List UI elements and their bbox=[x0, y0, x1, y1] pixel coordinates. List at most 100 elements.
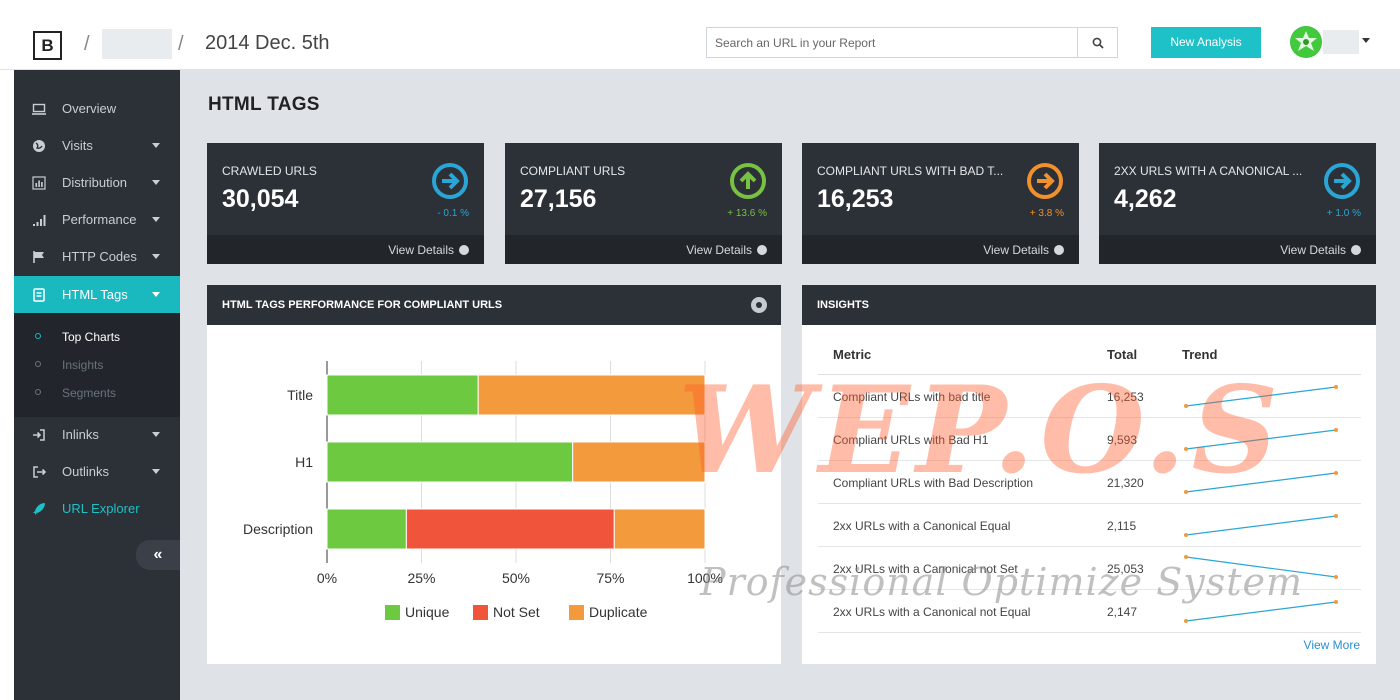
chevron-down-icon bbox=[152, 143, 160, 148]
metric-cell: Compliant URLs with bad title bbox=[833, 390, 991, 404]
kpi-value: 16,253 bbox=[817, 185, 894, 213]
sign-out-icon bbox=[33, 466, 46, 478]
metric-cell: 2xx URLs with a Canonical not Set bbox=[833, 562, 1018, 576]
view-details-link[interactable]: View Details bbox=[207, 235, 484, 264]
legend-label: Not Set bbox=[493, 604, 540, 620]
insights-panel: INSIGHTS Metric Total Trend Compliant UR… bbox=[802, 285, 1376, 664]
trend-sparkline bbox=[1184, 555, 1338, 579]
sidebar-item-overview[interactable]: Overview bbox=[14, 90, 180, 127]
subnav-item-insights[interactable]: Insights bbox=[14, 351, 180, 379]
view-details-link[interactable]: View Details bbox=[1099, 235, 1376, 264]
user-avatar[interactable] bbox=[1290, 26, 1322, 58]
chevron-down-icon[interactable] bbox=[1362, 38, 1370, 43]
bar-chart-icon bbox=[32, 176, 46, 190]
flag-icon bbox=[33, 251, 44, 263]
trend-sparkline bbox=[1184, 600, 1338, 623]
subnav-item-top-charts[interactable]: Top Charts bbox=[14, 323, 180, 351]
arrow-up-circle-icon bbox=[730, 163, 766, 199]
subnav-item-label: Segments bbox=[62, 386, 117, 400]
column-header-metric[interactable]: Metric bbox=[833, 347, 872, 362]
total-cell: 2,147 bbox=[1107, 605, 1138, 619]
breadcrumb-report-date[interactable]: 2014 Dec. 5th bbox=[205, 32, 330, 54]
sidebar-item-url-explorer[interactable]: URL Explorer bbox=[14, 490, 180, 527]
subnav-item-label: Insights bbox=[62, 358, 104, 372]
table-row[interactable]: Compliant URLs with bad title 16,253 bbox=[818, 375, 1361, 418]
kpi-card-compliant-urls: COMPLIANT URLS 27,156 + 13.6 % View Deta… bbox=[505, 143, 782, 264]
panel-title: INSIGHTS bbox=[817, 299, 869, 311]
subnav-item-label: Top Charts bbox=[62, 330, 121, 344]
table-header-divider bbox=[818, 374, 1361, 375]
chart-panel: HTML TAGS PERFORMANCE FOR COMPLIANT URLS… bbox=[207, 285, 781, 664]
view-details-link[interactable]: View Details bbox=[505, 235, 782, 264]
kpi-delta: + 3.8 % bbox=[1029, 208, 1064, 219]
kpi-delta: - 0.1 % bbox=[437, 208, 469, 219]
kpi-label: 2XX URLS WITH A CANONICAL ... bbox=[1114, 164, 1303, 178]
search-button[interactable] bbox=[1077, 28, 1117, 57]
breadcrumb-project[interactable] bbox=[102, 29, 172, 59]
total-cell: 9,593 bbox=[1107, 433, 1138, 447]
sidebar-item-label: Outlinks bbox=[62, 464, 109, 479]
table-row[interactable]: 2xx URLs with a Canonical Equal 2,115 bbox=[818, 504, 1361, 547]
table-row[interactable]: Compliant URLs with Bad H1 9,593 bbox=[818, 418, 1361, 461]
sidebar-item-html-tags[interactable]: HTML Tags bbox=[14, 276, 180, 313]
x-tick-label: 100% bbox=[687, 570, 723, 586]
category-label: Title bbox=[287, 387, 313, 403]
sidebar-item-distribution[interactable]: Distribution bbox=[14, 164, 180, 201]
new-analysis-button[interactable]: New Analysis bbox=[1151, 27, 1261, 58]
chevron-down-icon bbox=[152, 217, 160, 222]
collapse-sidebar-button[interactable]: « bbox=[136, 540, 180, 570]
sidebar-item-http-codes[interactable]: HTTP Codes bbox=[14, 238, 180, 275]
sidebar-item-label: Inlinks bbox=[62, 427, 99, 442]
kpi-value: 27,156 bbox=[520, 185, 597, 213]
bar-segment bbox=[326, 374, 479, 416]
column-header-trend[interactable]: Trend bbox=[1182, 347, 1218, 362]
view-details-link[interactable]: View Details bbox=[802, 235, 1079, 264]
sidebar-item-visits[interactable]: Visits bbox=[14, 127, 180, 164]
trend-sparkline bbox=[1184, 471, 1338, 494]
column-header-total[interactable]: Total bbox=[1107, 347, 1138, 362]
chevron-circle-icon bbox=[1054, 245, 1064, 255]
url-search bbox=[706, 27, 1118, 58]
panel-title: HTML TAGS PERFORMANCE FOR COMPLIANT URLS bbox=[222, 299, 503, 311]
kpi-value: 30,054 bbox=[222, 185, 299, 213]
chevron-down-icon bbox=[152, 254, 160, 259]
legend-swatch bbox=[473, 605, 488, 620]
table-row[interactable]: 2xx URLs with a Canonical not Equal 2,147 bbox=[818, 590, 1361, 633]
kpi-label: CRAWLED URLS bbox=[222, 164, 317, 178]
subnav-item-segments[interactable]: Segments bbox=[14, 379, 180, 407]
chevron-circle-icon bbox=[459, 245, 469, 255]
table-row[interactable]: 2xx URLs with a Canonical not Set 25,053 bbox=[818, 547, 1361, 590]
chevron-down-icon bbox=[152, 469, 160, 474]
sidebar-item-inlinks[interactable]: Inlinks bbox=[14, 416, 180, 453]
sidebar-item-performance[interactable]: Performance bbox=[14, 201, 180, 238]
arrow-right-circle-icon bbox=[1027, 163, 1063, 199]
category-label: Description bbox=[243, 521, 313, 537]
kpi-card-crawled-urls: CRAWLED URLS 30,054 - 0.1 % View Details bbox=[207, 143, 484, 264]
kpi-card-bad-title: COMPLIANT URLS WITH BAD T... 16,253 + 3.… bbox=[802, 143, 1079, 264]
app-logo[interactable]: B bbox=[33, 31, 62, 60]
arrow-right-circle-icon bbox=[432, 163, 468, 199]
kpi-value: 4,262 bbox=[1114, 185, 1177, 213]
bar-segment bbox=[326, 508, 407, 550]
rocket-icon bbox=[33, 503, 45, 515]
search-input[interactable] bbox=[707, 28, 1077, 57]
user-name[interactable] bbox=[1323, 30, 1359, 54]
legend-swatch bbox=[569, 605, 584, 620]
sidebar-item-outlinks[interactable]: Outlinks bbox=[14, 453, 180, 490]
category-label: H1 bbox=[295, 454, 313, 470]
search-icon bbox=[1092, 37, 1104, 49]
sidebar-item-label: Overview bbox=[62, 101, 117, 116]
kpi-delta: + 1.0 % bbox=[1326, 208, 1361, 219]
view-more-link[interactable]: View More bbox=[1303, 638, 1360, 652]
trend-sparkline bbox=[1184, 514, 1338, 537]
sidebar-item-label: URL Explorer bbox=[62, 501, 140, 516]
sidebar-subnav: Top Charts Insights Segments bbox=[14, 313, 180, 417]
panel-header: HTML TAGS PERFORMANCE FOR COMPLIANT URLS bbox=[207, 285, 781, 325]
sidebar-item-label: Visits bbox=[62, 138, 93, 153]
total-cell: 16,253 bbox=[1107, 390, 1144, 404]
chevron-down-icon bbox=[152, 180, 160, 185]
x-tick-label: 75% bbox=[596, 570, 624, 586]
bar-segment bbox=[405, 508, 615, 550]
table-row[interactable]: Compliant URLs with Bad Description 21,32… bbox=[818, 461, 1361, 504]
settings-icon[interactable] bbox=[751, 297, 767, 313]
